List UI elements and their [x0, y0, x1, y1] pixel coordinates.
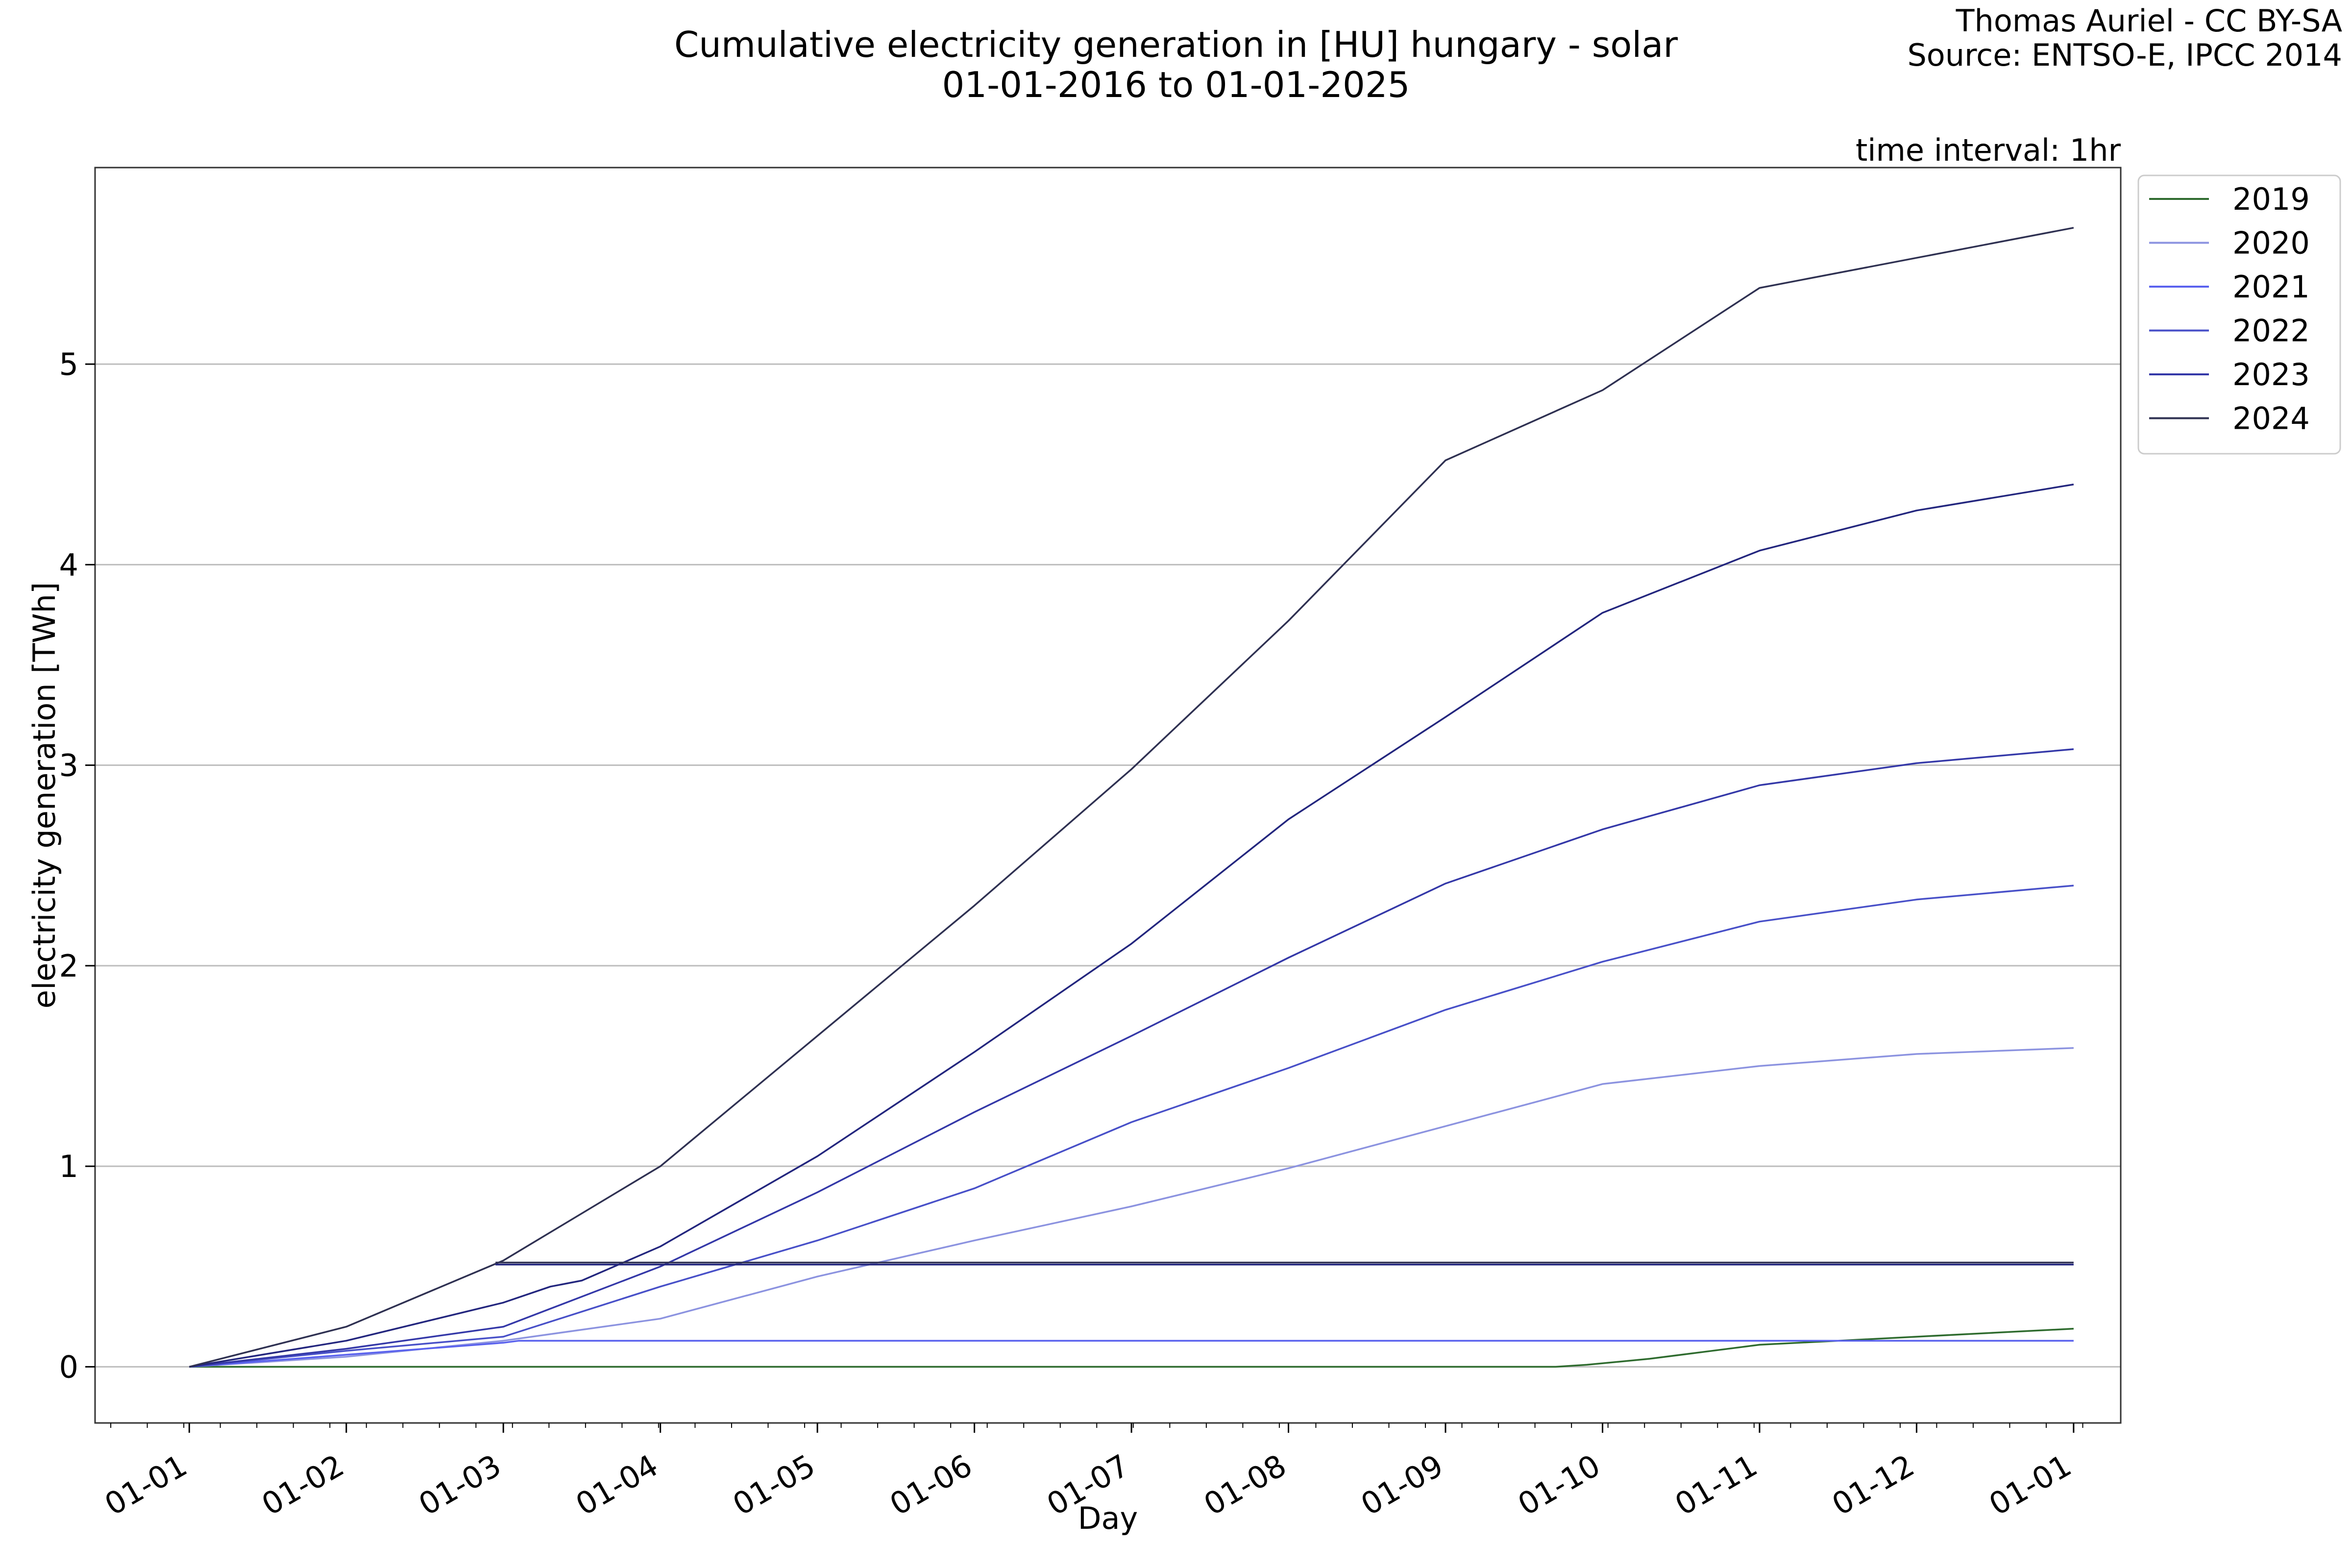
y-tick-label: 3	[59, 748, 78, 784]
y-tick-label: 2	[59, 948, 78, 984]
series-line	[189, 1327, 2074, 1368]
legend-label: 2024	[2232, 401, 2310, 437]
legend: 2019 2020 2021 2022 2023 2024	[2137, 174, 2341, 455]
series-line	[189, 748, 2074, 1368]
x-tick-label: 01-10	[1512, 1447, 1606, 1522]
x-tick-label: 01-03	[413, 1447, 507, 1522]
x-tick-label: 01-02	[256, 1447, 350, 1522]
x-tick-label: 01-01	[98, 1447, 193, 1522]
x-tick-label: 01-09	[1355, 1447, 1449, 1522]
y-tick-label: 0	[59, 1349, 78, 1385]
x-tick-label: 01-12	[1826, 1447, 1920, 1522]
y-tick-label: 5	[59, 346, 78, 382]
y-tick-label: 4	[59, 547, 78, 583]
plot-lines	[189, 227, 2074, 1368]
chart-title: Cumulative electricity generation in [HU…	[674, 24, 1678, 65]
legend-label: 2019	[2232, 181, 2310, 217]
series-line	[189, 227, 2074, 1368]
series-line	[189, 1047, 2074, 1368]
source-credit: Source: ENTSO-E, IPCC 2014	[1907, 37, 2342, 73]
chart-subtitle: 01-01-2016 to 01-01-2025	[942, 64, 1410, 105]
y-tick-label: 1	[59, 1149, 78, 1184]
x-tick-label: 01-08	[1198, 1447, 1293, 1522]
x-tick-label: 01-04	[570, 1447, 664, 1522]
author-credit: Thomas Auriel - CC BY-SA	[1956, 3, 2342, 39]
y-axis: 0 1 2 3 4 5	[59, 346, 95, 1385]
series-line	[189, 483, 2074, 1368]
series-line	[189, 884, 2074, 1368]
legend-label: 2022	[2232, 313, 2310, 349]
y-axis-label: electricity generation [TWh]	[26, 582, 62, 1008]
time-interval-note: time interval: 1hr	[1856, 132, 2121, 168]
legend-label: 2023	[2232, 357, 2310, 392]
x-tick-label: 01-06	[884, 1447, 979, 1522]
legend-label: 2020	[2232, 225, 2310, 261]
x-tick-label: 01-01	[1983, 1447, 2078, 1522]
series-line	[189, 1340, 2074, 1368]
x-axis-label: Day	[1078, 1500, 1138, 1536]
gridlines	[95, 363, 2121, 1368]
x-tick-label: 01-05	[727, 1447, 821, 1522]
legend-box	[2137, 174, 2341, 455]
x-tick-label: 01-11	[1669, 1447, 1764, 1522]
legend-label: 2021	[2232, 269, 2310, 305]
plot-frame	[94, 167, 2122, 1424]
